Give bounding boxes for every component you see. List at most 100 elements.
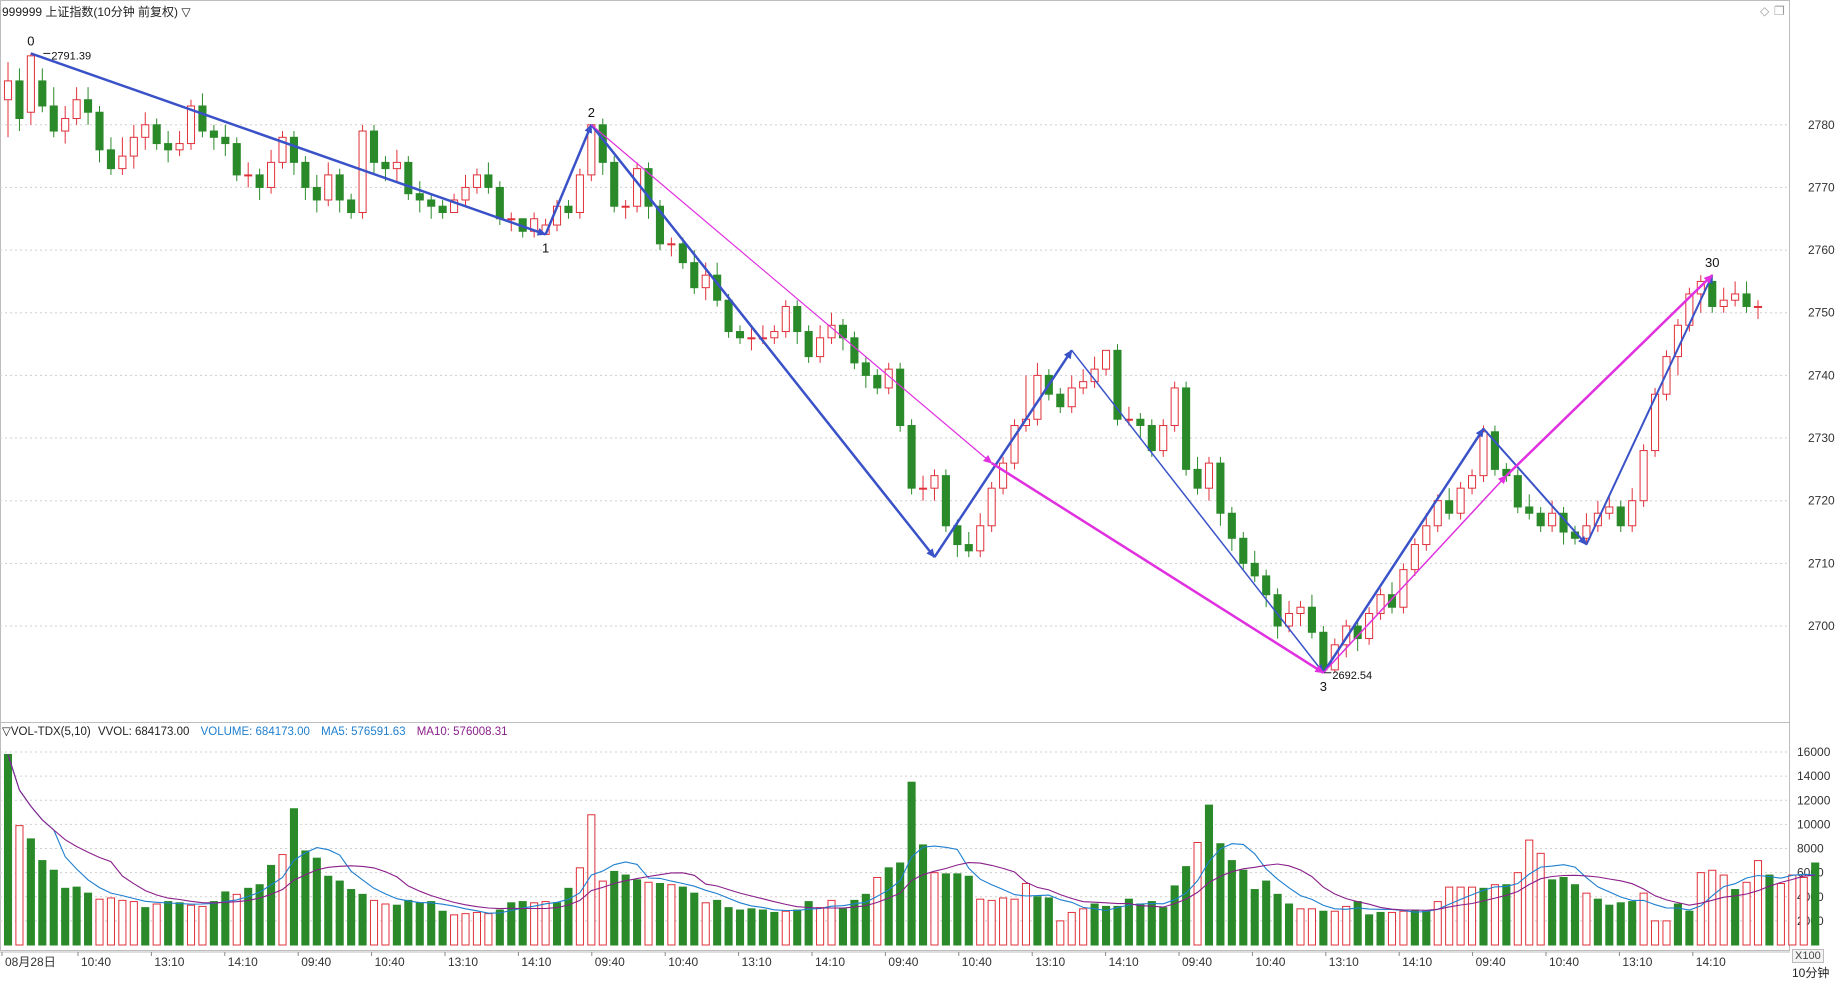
candle-down xyxy=(495,186,504,220)
volume-bar-down xyxy=(621,874,630,946)
candle-up xyxy=(141,124,150,138)
scale-badge[interactable]: X100 xyxy=(1792,949,1824,963)
volume-bar-up xyxy=(873,876,882,946)
candle-down xyxy=(873,374,882,389)
candle-up xyxy=(1582,525,1591,539)
volume-bar-down xyxy=(1285,903,1294,946)
volume-bar-down xyxy=(209,901,218,946)
x-tick-label: 09:40 xyxy=(1476,955,1506,969)
diamond-icon[interactable]: ◇ xyxy=(1760,4,1770,18)
volume-bar-up xyxy=(1079,908,1088,946)
volume-bar-up xyxy=(1536,852,1545,946)
volume-bar-up xyxy=(1582,892,1591,946)
volume-bar-down xyxy=(953,873,962,946)
volume-bar-down xyxy=(1033,896,1042,946)
volume-bar-up xyxy=(541,901,550,946)
volume-bar-down xyxy=(838,908,848,946)
x-tick-label: 13:10 xyxy=(448,955,478,969)
price-tick-label: 2780 xyxy=(1808,118,1835,132)
volume-bar-down xyxy=(1559,876,1568,946)
volume-bar-up xyxy=(278,854,287,946)
candle-down xyxy=(1250,562,1259,577)
candle-down xyxy=(1490,431,1499,470)
volume-ma5-line xyxy=(7,754,1816,914)
volume-bar-down xyxy=(690,892,699,946)
candle-up xyxy=(1342,625,1351,646)
volume-bar-down xyxy=(1113,905,1122,946)
candle-down xyxy=(690,262,699,289)
volume-bar-down xyxy=(61,887,70,946)
candle-up xyxy=(781,305,790,333)
candle-up xyxy=(324,174,333,201)
candle-up xyxy=(472,174,482,188)
candle-up xyxy=(175,143,184,151)
price-annotation: 2692.54 xyxy=(1332,670,1372,682)
candle-down xyxy=(655,205,665,245)
x-tick-label: 09:40 xyxy=(888,955,918,969)
volume-bar-down xyxy=(438,910,447,946)
volume-bar-up xyxy=(1753,860,1763,946)
candle-up xyxy=(1365,612,1374,640)
candle-down xyxy=(1708,280,1717,307)
volume-ma10-line xyxy=(7,754,1816,911)
wave-line xyxy=(590,124,936,558)
volume-bar-up xyxy=(129,901,138,946)
volume-bar-down xyxy=(964,875,973,946)
candle-down xyxy=(907,425,916,489)
candle-down xyxy=(896,368,905,427)
wave-line xyxy=(1322,427,1485,674)
x-tick-label: 10:40 xyxy=(375,955,405,969)
volume-bar-down xyxy=(1548,879,1557,946)
volume-bar-down xyxy=(1731,889,1740,946)
price-tick-label: 2740 xyxy=(1808,368,1835,382)
candle-down xyxy=(1445,500,1454,514)
volume-bar-down xyxy=(1502,884,1511,946)
candle-down xyxy=(312,186,321,201)
wave-line xyxy=(1585,274,1714,545)
candle-down xyxy=(941,475,950,527)
volume-bar-up xyxy=(1342,905,1351,946)
volume-bar-up xyxy=(1399,910,1408,946)
candle-up xyxy=(26,55,35,113)
volume-bar-down xyxy=(1227,860,1236,946)
candle-down xyxy=(1182,387,1191,470)
volume-bar-up xyxy=(461,913,470,946)
volume-bar-down xyxy=(678,886,687,946)
volume-bar-down xyxy=(392,904,401,946)
volume-bar-down xyxy=(3,753,13,946)
wave-label: 1 xyxy=(542,240,549,255)
volume-bar-down xyxy=(724,907,733,946)
volume-bar-down xyxy=(324,875,333,946)
candle-up xyxy=(507,218,516,221)
volume-bar-up xyxy=(450,914,459,946)
volume-bar-up xyxy=(976,898,985,946)
chevron-down-icon[interactable]: ▽ xyxy=(181,5,191,19)
volume-bar-down xyxy=(49,869,58,946)
volume-bar-down xyxy=(358,893,367,946)
candle-down xyxy=(38,80,47,107)
candle-up xyxy=(392,161,401,170)
volume-bar-down xyxy=(1250,889,1259,946)
period-label[interactable]: 10分钟 xyxy=(1792,966,1830,980)
volume-bar-up xyxy=(530,902,539,946)
restore-window-icon[interactable]: ❐ xyxy=(1774,4,1785,18)
candle-up xyxy=(1651,393,1660,452)
candle-down xyxy=(427,199,436,207)
candle-down xyxy=(289,136,298,163)
volume-bar-down xyxy=(1170,885,1179,946)
indicator-name[interactable]: ▽VOL-TDX(5,10) xyxy=(2,726,91,738)
candle-up xyxy=(575,174,584,213)
symbol-title[interactable]: 999999 上证指数(10分钟 前复权) ▽ xyxy=(2,3,191,20)
candle-up xyxy=(987,487,996,527)
candle-down xyxy=(381,161,390,170)
price-tick-label: 2720 xyxy=(1808,494,1835,508)
volume-bar-up xyxy=(701,902,710,946)
volume-bar-down xyxy=(1319,910,1328,946)
volume-tick-label: 12000 xyxy=(1797,793,1831,807)
volume-bar-down xyxy=(347,889,356,946)
volume-bar-down xyxy=(1628,901,1637,946)
candle-up xyxy=(621,205,630,208)
volume-bar-up xyxy=(930,872,939,946)
candle-up xyxy=(918,487,928,490)
